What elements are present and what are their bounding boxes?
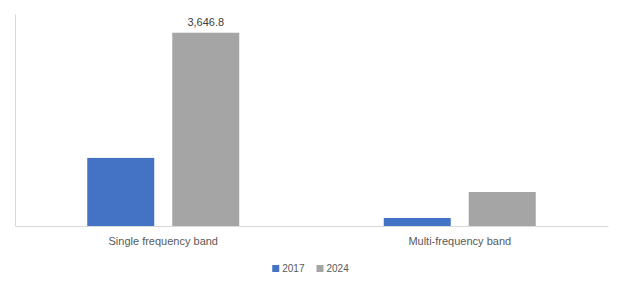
bars	[87, 33, 536, 226]
x-tick: Single frequency band	[109, 226, 218, 247]
chart-container: Single frequency band Multi-frequency ban…	[0, 0, 621, 288]
legend-swatch	[272, 265, 279, 272]
legend: 2017 2024	[272, 263, 349, 274]
x-tick-label: Multi-frequency band	[408, 235, 511, 247]
data-labels: 3,646.8	[187, 16, 224, 28]
data-label: 3,646.8	[187, 16, 224, 28]
legend-label: 2017	[282, 263, 305, 274]
legend-item: 2017	[272, 263, 305, 274]
legend-item: 2024	[317, 263, 350, 274]
x-axis: Single frequency band Multi-frequency ban…	[16, 226, 609, 247]
x-tick: Multi-frequency band	[408, 226, 511, 247]
x-axis-line	[16, 226, 609, 227]
legend-label: 2024	[327, 263, 350, 274]
chart-svg: Single frequency band Multi-frequency ban…	[0, 0, 621, 288]
y-axis	[15, 15, 16, 227]
legend-swatch	[317, 265, 324, 272]
plot: Single frequency band Multi-frequency ban…	[16, 15, 609, 247]
x-tick-label: Single frequency band	[109, 235, 218, 247]
bar	[469, 192, 536, 226]
y-axis-line	[15, 15, 16, 227]
bar	[172, 33, 239, 226]
bar	[384, 218, 451, 226]
bar	[87, 158, 154, 226]
